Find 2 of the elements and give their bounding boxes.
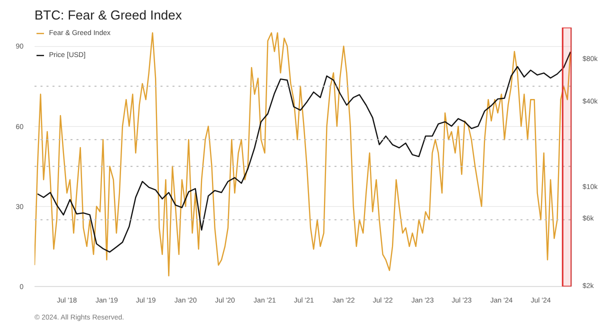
chart-title: BTC: Fear & Greed Index xyxy=(34,8,182,22)
line-series xyxy=(36,51,572,253)
